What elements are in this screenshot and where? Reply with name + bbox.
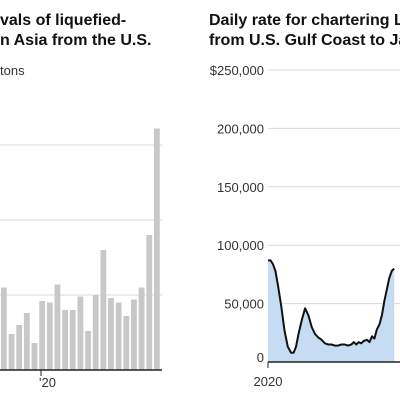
right-chart-gridlines bbox=[268, 69, 400, 305]
left-chart-unit-label: tons bbox=[0, 63, 25, 78]
left-bar bbox=[146, 235, 153, 370]
left-bar bbox=[115, 302, 122, 370]
left-bar bbox=[23, 313, 30, 370]
left-bar bbox=[131, 299, 137, 370]
left-bar bbox=[85, 331, 91, 370]
left-bar bbox=[54, 284, 61, 370]
left-chart-bars bbox=[1, 128, 160, 370]
left-bar bbox=[1, 287, 7, 370]
left-chart-title: vals of liquefied- n Asia from the U.S. bbox=[0, 12, 152, 49]
left-bar bbox=[92, 295, 99, 370]
left-bar bbox=[62, 310, 68, 370]
right-chart-x-ticks: 2020 bbox=[254, 362, 283, 389]
right-y-tick-label: $250,000 bbox=[210, 63, 264, 78]
left-chart-x-ticks: '20 bbox=[39, 370, 56, 390]
left-bar bbox=[108, 298, 114, 370]
right-y-tick-label: 50,000 bbox=[224, 297, 264, 312]
left-bar bbox=[123, 316, 130, 370]
left-bar bbox=[69, 310, 76, 370]
left-bar bbox=[46, 302, 53, 370]
right-y-tick-label: 150,000 bbox=[217, 180, 264, 195]
left-x-tick-label: '20 bbox=[39, 375, 56, 390]
right-chart-y-ticks: $250,000 200,000 150,000 100,000 50,000 0 bbox=[210, 63, 264, 365]
right-y-tick-label: 0 bbox=[257, 350, 264, 365]
left-bar bbox=[39, 301, 46, 370]
right-chart-title: Daily rate for chartering L from U.S. Gu… bbox=[209, 12, 400, 49]
left-bar bbox=[138, 287, 145, 370]
right-y-tick-label: 100,000 bbox=[217, 238, 264, 253]
left-bar bbox=[77, 296, 84, 370]
right-x-tick-label: 2020 bbox=[254, 374, 283, 389]
left-bar bbox=[31, 343, 38, 370]
left-bar bbox=[16, 325, 23, 370]
left-bar bbox=[8, 334, 15, 370]
left-bar bbox=[100, 250, 107, 370]
right-chart-area-fill bbox=[268, 260, 395, 362]
right-chart-line bbox=[268, 259, 395, 354]
right-y-tick-label: 200,000 bbox=[217, 121, 264, 136]
left-chart-gridlines bbox=[0, 144, 162, 296]
left-bar bbox=[154, 128, 160, 370]
